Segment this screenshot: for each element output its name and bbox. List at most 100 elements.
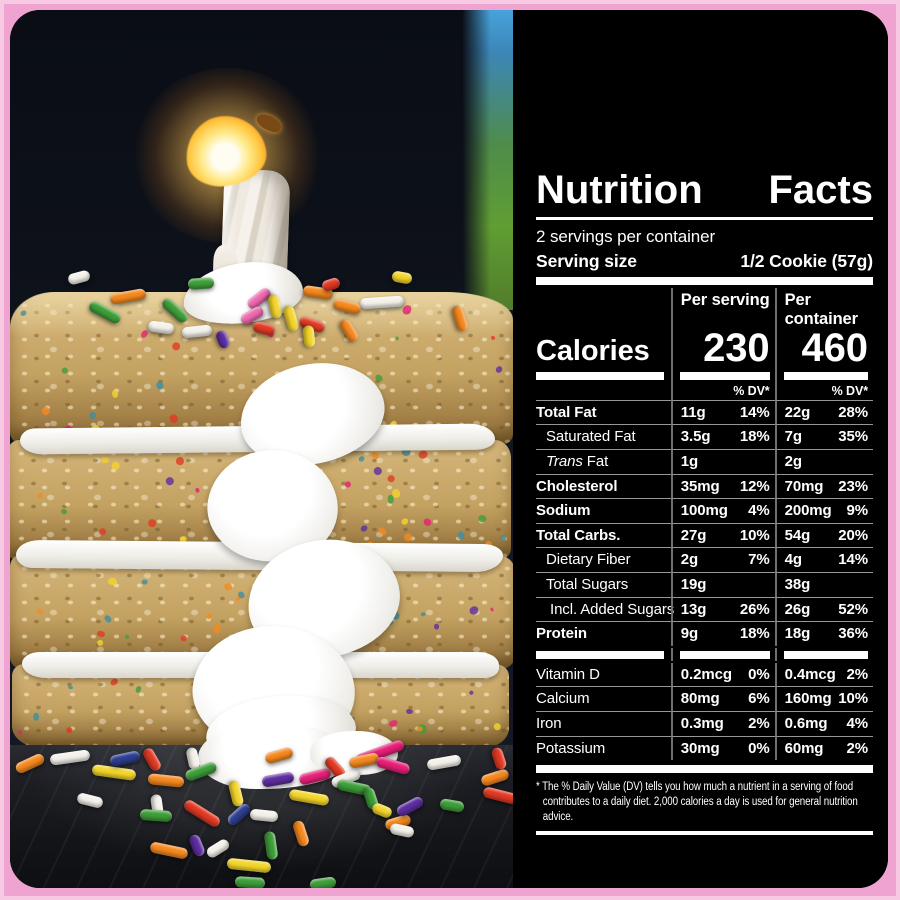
funfetti-speck: [416, 449, 429, 460]
funfetti-speck: [456, 531, 465, 541]
per-serving-header: Per serving: [670, 288, 775, 330]
dv-header-row: % DV* % DV*: [536, 381, 873, 400]
funfetti-speck: [19, 309, 27, 317]
label-title: Nutrition Facts: [536, 170, 873, 220]
protein-divider: [536, 647, 873, 661]
per-serving-cell: 2g 7%: [670, 547, 775, 572]
per-container-cell: 200mg 9%: [774, 498, 873, 523]
nutrient-name: Total Carbs.: [536, 522, 671, 548]
funfetti-speck: [204, 613, 212, 621]
funfetti-speck: [194, 487, 200, 493]
funfetti-speck: [96, 630, 106, 638]
funfetti-speck: [112, 389, 119, 399]
card-inner: Nutrition Facts 2 servings per container…: [10, 10, 888, 888]
nutrient-row: Saturated Fat 3.5g 18% 7g 35%: [536, 424, 873, 449]
funfetti-speck: [33, 712, 40, 722]
serving-size-row: Serving size 1/2 Cookie (57g): [536, 251, 873, 272]
funfetti-speck: [267, 329, 275, 339]
title-word-nutrition: Nutrition: [536, 168, 703, 212]
per-container-cell: 7g 35%: [774, 424, 873, 449]
slate-table: [10, 723, 513, 888]
funfetti-speck: [164, 476, 175, 487]
funfetti-speck: [175, 455, 186, 466]
funfetti-speck: [223, 582, 233, 591]
nutrient-name: Incl. Added Sugars: [536, 596, 674, 622]
per-container-header: Per container: [774, 288, 873, 330]
funfetti-speck: [40, 405, 52, 416]
dv-header-serving: % DV*: [670, 381, 775, 400]
funfetti-speck: [124, 634, 131, 641]
nutrient-rows: Total Fat 11g 14% 22g 28% Saturated Fat 3.…: [536, 399, 873, 646]
per-container-cell: 70mg 23%: [774, 473, 873, 499]
nutrient-row: Iron 0.3mg 2% 0.6mg 4%: [536, 710, 873, 736]
funfetti-speck: [147, 518, 157, 528]
nutrient-name: Trans Fat: [536, 448, 671, 474]
sprinkle: [66, 269, 92, 286]
dv-footnote: * The % Daily Value (DV) tells you how m…: [536, 781, 858, 824]
servings-per-container: 2 servings per container: [536, 227, 716, 246]
nutrient-row: Trans Fat 1g 2g: [536, 448, 873, 474]
funfetti-speck: [357, 455, 366, 463]
nutrient-row: Incl. Added Sugars 13g 26% 26g 52%: [536, 596, 873, 622]
per-serving-cell: 80mg 6%: [670, 686, 775, 711]
per-serving-cell: 30mg 0%: [670, 735, 775, 761]
nutrient-row: Protein 9g 18% 18g 36%: [536, 621, 873, 646]
funfetti-speck: [369, 450, 380, 461]
nutrient-name: Dietary Fiber: [536, 547, 671, 572]
funfetti-speck: [67, 685, 74, 690]
funfetti-speck: [489, 606, 494, 612]
label-end-line: [536, 830, 873, 835]
funfetti-speck: [374, 373, 385, 383]
nutrient-name: Total Fat: [536, 399, 671, 425]
calories-per-serving: 230: [670, 328, 775, 369]
per-serving-cell: 13g 26%: [670, 596, 775, 622]
funfetti-speck: [499, 534, 508, 542]
per-serving-cell: 19g: [670, 571, 775, 597]
funfetti-speck: [394, 335, 399, 341]
funfetti-speck: [103, 613, 114, 624]
cookie-photo: [10, 10, 513, 888]
per-container-cell: 0.6mg 4%: [774, 710, 873, 736]
nutrient-name: Potassium: [536, 735, 671, 761]
funfetti-speck: [405, 708, 413, 715]
sprinkle: [320, 276, 342, 293]
nutrient-name: Saturated Fat: [536, 424, 671, 449]
per-container-cell: 22g 28%: [774, 399, 873, 425]
per-container-cell: 0.4mcg 2%: [774, 662, 873, 687]
per-container-cell: 2g: [774, 448, 873, 474]
funfetti-speck: [478, 514, 488, 524]
funfetti-speck: [433, 623, 440, 630]
serving-size-label: Serving size: [536, 251, 637, 271]
per-serving-cell: 27g 10%: [670, 522, 775, 548]
nutrient-row: Vitamin D 0.2mcg 0% 0.4mcg 2%: [536, 662, 873, 687]
funfetti-speck: [100, 456, 110, 464]
funfetti-speck: [167, 412, 180, 425]
funfetti-speck: [359, 524, 370, 534]
funfetti-speck: [388, 718, 399, 728]
funfetti-speck: [386, 495, 394, 505]
per-serving-cell: 35mg 12%: [670, 473, 775, 499]
funfetti-speck: [139, 329, 150, 340]
funfetti-speck: [494, 365, 505, 375]
column-headers: Per serving Per container: [536, 288, 873, 330]
dv-header-container: % DV*: [774, 381, 873, 400]
funfetti-speck: [60, 508, 68, 515]
funfetti-speck: [402, 532, 414, 543]
per-serving-cell: 1g: [670, 448, 775, 474]
funfetti-speck: [490, 335, 496, 341]
nutrient-row: Cholesterol 35mg 12% 70mg 23%: [536, 473, 873, 499]
calories-label: Calories: [536, 334, 650, 367]
funfetti-speck: [36, 491, 44, 500]
funfetti-speck: [96, 638, 105, 648]
funfetti-speck: [421, 517, 433, 528]
per-container-cell: 4g 14%: [774, 547, 873, 572]
thick-divider: [536, 277, 873, 285]
nutrient-name: Vitamin D: [536, 665, 600, 683]
funfetti-speck: [386, 473, 396, 483]
funfetti-speck: [180, 634, 188, 642]
nutrient-row: Potassium 30mg 0% 60mg 2%: [536, 735, 873, 761]
funfetti-speck: [108, 676, 119, 687]
thick-divider-bottom: [536, 765, 873, 774]
per-container-cell: 60mg 2%: [774, 735, 873, 761]
funfetti-speck: [141, 578, 148, 585]
